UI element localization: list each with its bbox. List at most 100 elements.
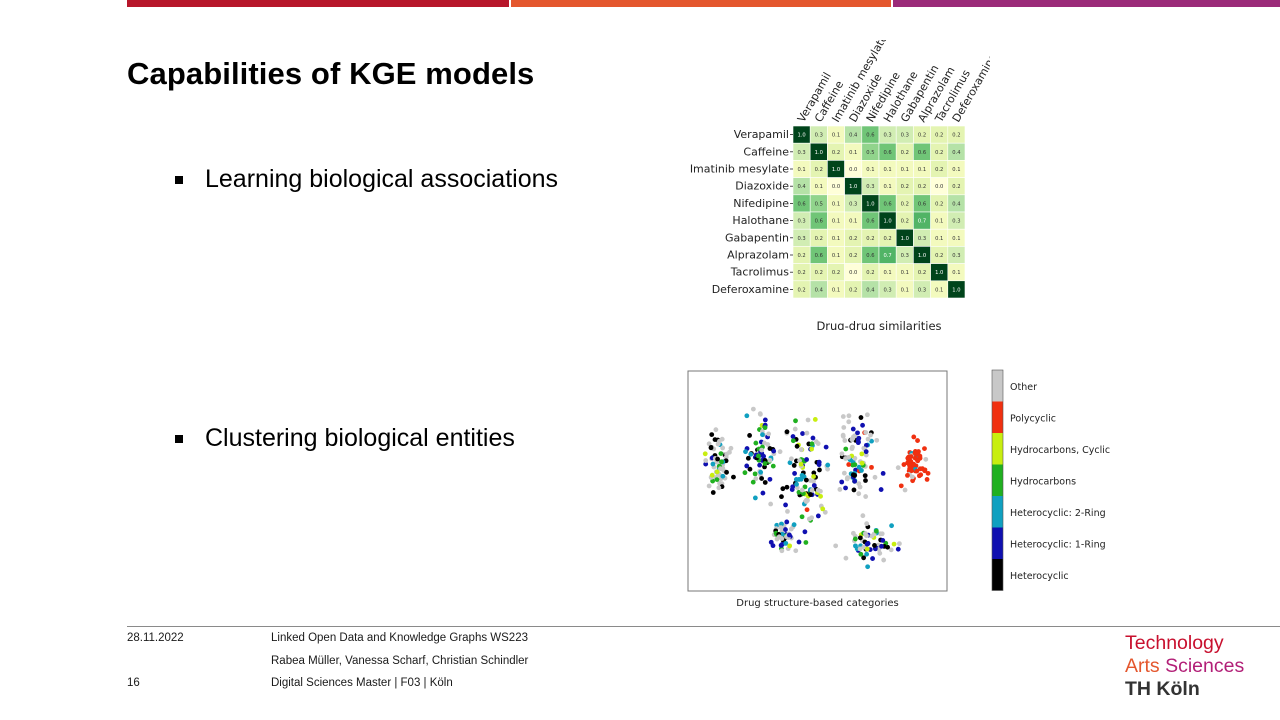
scatter-point <box>863 478 868 483</box>
bullet-square-icon <box>175 175 183 184</box>
scatter-point <box>809 487 815 493</box>
scatter-point <box>710 461 716 467</box>
scatter-point <box>759 447 765 453</box>
scatter-point <box>891 541 897 547</box>
scatter-point <box>796 539 802 545</box>
scatter-point <box>846 419 852 425</box>
scatter-point <box>792 426 798 432</box>
scatter-point <box>765 442 771 447</box>
scatter-point <box>818 488 823 494</box>
heatmap-cell-value: 0.1 <box>883 184 891 190</box>
heatmap-cell-value: 0.0 <box>935 184 943 190</box>
scatter-point <box>776 534 782 540</box>
legend-label: Heterocyclic: 2-Ring <box>1010 508 1106 519</box>
legend-swatch <box>992 559 1003 591</box>
scatter-point <box>823 444 829 450</box>
scatter-point <box>759 476 764 481</box>
heatmap-cell-value: 0.4 <box>797 184 806 190</box>
scatter-point <box>839 479 845 485</box>
scatter-point <box>714 477 720 483</box>
scatter-point <box>895 465 901 471</box>
scatter-point <box>817 467 822 473</box>
scatter-point <box>716 485 722 491</box>
scatter-point <box>762 417 768 423</box>
scatter-point <box>820 506 826 512</box>
scatter-point <box>752 495 758 501</box>
heatmap-cell-value: 0.3 <box>866 184 874 190</box>
scatter-point <box>877 550 883 556</box>
scatter-point <box>784 484 790 490</box>
legend-swatch <box>992 464 1003 496</box>
scatter-point <box>770 463 776 469</box>
scatter-point <box>843 555 849 561</box>
scatter-point <box>880 537 886 543</box>
top-bar-segment-1 <box>127 0 509 7</box>
heatmap-cell-value: 0.2 <box>815 167 823 173</box>
scatter-point <box>712 437 718 442</box>
heatmap-cell-value: 1.0 <box>849 184 857 190</box>
heatmap-cell-value: 1.0 <box>935 270 943 276</box>
scatter-point <box>841 470 847 476</box>
heatmap-cell-value: 0.1 <box>815 184 823 190</box>
scatter-point <box>783 540 789 546</box>
footer-program: Digital Sciences Master | F03 | Köln <box>271 677 453 689</box>
heatmap-svg: 1.0 0.3 0.1 0.4 0.6 0.3 0.3 0.2 0.2 0.2 Verapamil 0… <box>690 32 1000 333</box>
heatmap-cell-value: 0.2 <box>815 236 823 242</box>
scatter-point <box>863 430 869 435</box>
scatter-point <box>825 466 830 472</box>
scatter-point <box>804 507 810 513</box>
heatmap-cell-value: 0.1 <box>832 201 840 207</box>
scatter-point <box>815 513 821 519</box>
scatter-point <box>757 411 763 417</box>
heatmap-cell-value: 0.0 <box>849 167 857 173</box>
scatter-point <box>925 470 931 476</box>
scatter-point <box>756 453 761 459</box>
scatter-point <box>793 418 798 424</box>
heatmap-cell-value: 0.3 <box>797 219 805 225</box>
heatmap-cell-value: 0.0 <box>832 184 840 190</box>
scatter-point <box>912 450 918 456</box>
heatmap-cell-value: 0.6 <box>797 201 805 207</box>
scatter-point <box>911 434 917 440</box>
scatter-point <box>809 515 815 521</box>
heatmap-cell-value: 0.2 <box>935 150 943 156</box>
scatter-point <box>715 456 720 462</box>
drug-category-scatter: Drug structure-based categories Other Poly… <box>685 366 1125 612</box>
legend-swatch <box>992 370 1003 402</box>
scatter-point <box>790 438 796 444</box>
bullet-text: Clustering biological entities <box>205 424 515 452</box>
slide-title: Capabilities of KGE models <box>127 56 535 91</box>
scatter-point <box>793 477 799 482</box>
heatmap-cell-value: 0.2 <box>797 270 805 276</box>
scatter-point <box>812 417 818 422</box>
legend-label: Heterocyclic: 1-Ring <box>1010 539 1106 550</box>
scatter-point <box>909 468 914 474</box>
heatmap-cell-value: 0.1 <box>935 219 943 225</box>
scatter-point <box>779 521 784 527</box>
scatter-point <box>842 438 848 443</box>
heatmap-cell-value: 0.4 <box>815 287 824 293</box>
heatmap-cell-value: 0.1 <box>901 167 909 173</box>
scatter-point <box>783 527 788 532</box>
scatter-point <box>833 543 839 549</box>
heatmap-cell-value: 0.6 <box>883 201 891 207</box>
scatter-point <box>917 466 923 472</box>
heatmap-cell-value: 0.6 <box>918 150 926 156</box>
heatmap-cell-value: 1.0 <box>883 219 891 225</box>
heatmap-cell-value: 0.2 <box>883 236 891 242</box>
heatmap-cell-value: 0.3 <box>883 133 891 139</box>
scatter-point <box>840 433 846 439</box>
heatmap-cell-value: 0.6 <box>815 219 823 225</box>
scatter-point <box>803 497 809 503</box>
scatter-point <box>757 462 763 468</box>
heatmap-row-label: Nifedipine <box>733 197 789 210</box>
scatter-point <box>918 472 924 478</box>
scatter-point <box>794 443 800 449</box>
scatter-point <box>870 556 875 561</box>
scatter-point <box>710 490 716 495</box>
scatter-point <box>771 448 777 454</box>
scatter-point <box>709 432 715 437</box>
scatter-point <box>862 531 868 536</box>
scatter-point <box>719 459 724 465</box>
legend-colorbar-frame <box>991 369 1004 591</box>
